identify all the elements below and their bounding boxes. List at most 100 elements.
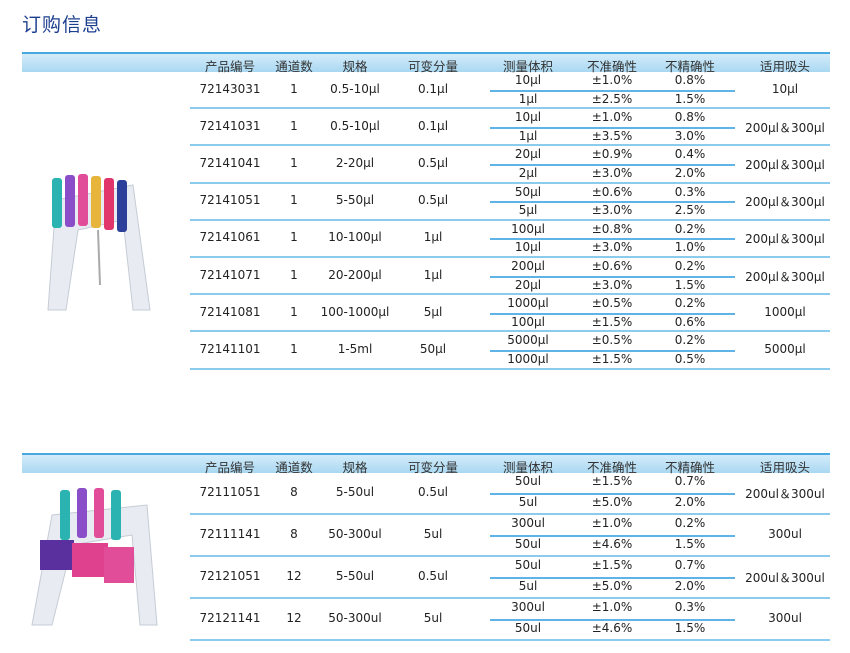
table-row: 72111141 8 50-300ul 5ul 300ul 50ul ±1.0% ±4.6% 0… [190,515,830,557]
precision: 1.0% [674,240,706,255]
volume-range: 5-50μl [335,193,375,208]
accuracy: ±1.0% [591,516,633,530]
measured-volume: 100μl [511,314,545,329]
increment: 50μl [419,341,447,356]
increment: 0.5ul [417,485,449,499]
product-code: 72121141 [199,611,261,625]
product-code: 72111051 [199,485,261,499]
volume-range: 0.5-10μl [330,118,380,133]
table-header: 产品编号 通道数 规格 可变分量 测量体积 不准确性 不精确性 适用吸头 [22,453,830,475]
column-header: 通道数 [275,59,313,74]
sub-row-divider [490,163,735,166]
compatible-tips: 200μl＆300μl [745,232,825,247]
increment: 1μl [423,230,443,245]
measured-volume: 10μl [514,73,542,87]
volume-range: 5-50ul [335,569,375,583]
column-header: 可变分量 [407,59,459,74]
page-title: 订购信息 [22,14,103,36]
column-header: 不准确性 [586,460,638,475]
increment: 5μl [423,304,443,319]
product-code: 72141071 [199,267,261,282]
accuracy: ±1.5% [591,314,633,329]
volume-range: 50-300ul [328,527,382,541]
volume-range: 20-200μl [328,267,382,282]
channel-count: 1 [290,81,298,96]
table-row: 72141051 1 5-50μl 0.5μl 50μl 5μl ±0.6% ±3.0% 0.3… [190,184,830,221]
product-code: 72111141 [199,527,261,541]
table-row: 72141041 1 2-20μl 0.5μl 20μl 2μl ±0.9% ±3.0% 0.4… [190,146,830,184]
compatible-tips: 200μl＆300μl [745,269,825,284]
column-header: 适用吸头 [759,59,811,74]
table-row: 72141061 1 10-100μl 1μl 100μl 10μl ±0.8% ±3.0% 0… [190,221,830,258]
table-row: 72143031 1 0.5-10μl 0.1μl 10μl 1μl ±1.0% ±2.5% 0… [190,72,830,110]
accuracy: ±4.6% [591,621,633,635]
measured-volume: 20μl [514,277,542,292]
accuracy: ±1.0% [591,600,633,614]
precision: 2.5% [674,203,706,218]
volume-range: 5-50ul [335,485,375,499]
precision: 0.2% [674,333,706,348]
accuracy: ±0.5% [591,333,633,348]
measured-volume: 5000μl [507,333,549,348]
accuracy: ±4.6% [591,537,633,551]
precision: 0.5% [674,351,706,366]
measured-volume: 1000μl [507,351,549,366]
precision: 3.0% [674,128,706,143]
single-channel-table: 产品编号 通道数 规格 可变分量 测量体积 不准确性 不精确性 适用吸头 72143031 1 0.… [22,52,830,370]
product-code: 72141061 [199,230,261,245]
measured-volume: 300ul [511,516,545,530]
accuracy: ±5.0% [591,579,633,593]
increment: 5ul [423,611,443,625]
product-code: 72141081 [199,304,261,319]
column-header: 不准确性 [586,59,638,74]
measured-volume: 5ul [518,579,538,593]
channel-count: 1 [290,304,298,319]
measured-volume: 200μl [511,259,545,273]
compatible-tips: 10μl [771,81,799,96]
precision: 2.0% [674,579,706,593]
sub-row-divider [490,238,735,241]
multi-channel-pipette-stand-image [31,488,158,626]
accuracy: ±1.5% [591,351,633,366]
channel-count: 8 [290,485,298,499]
increment: 0.5ul [417,569,449,583]
accuracy: ±1.0% [591,110,633,125]
channel-count: 1 [290,193,298,208]
measured-volume: 5μl [518,203,538,218]
accuracy: ±1.5% [591,474,633,488]
increment: 1μl [423,267,443,282]
column-header: 产品编号 [204,460,256,475]
multi-channel-table: 产品编号 通道数 规格 可变分量 测量体积 不准确性 不精确性 适用吸头 72111051 8 5-… [22,453,830,643]
accuracy: ±5.0% [591,495,633,509]
measured-volume: 50ul [514,621,542,635]
accuracy: ±1.0% [591,73,633,87]
product-code: 72141051 [199,193,261,208]
table-row: 72141031 1 0.5-10μl 0.1μl 10μl 1μl ±1.0% ±3.5% 0… [190,109,830,147]
single-channel-pipette-stand-image [47,174,151,311]
compatible-tips: 200ul＆300ul [745,571,825,585]
measured-volume: 10μl [514,110,542,125]
table-header: 产品编号 通道数 规格 可变分量 测量体积 不准确性 不精确性 适用吸头 [22,52,830,74]
accuracy: ±3.0% [591,240,633,255]
column-header: 适用吸头 [759,460,811,475]
measured-volume: 1000μl [507,296,549,311]
sub-row-divider [490,493,735,495]
increment: 0.1μl [417,118,449,133]
accuracy: ±0.9% [591,147,633,162]
sub-row-divider [490,126,735,129]
channel-count: 1 [290,230,298,245]
table-row: 72111051 8 5-50ul 0.5ul 50ul 5ul ±1.5% ±5.0% 0.7… [190,473,830,515]
precision: 0.3% [674,184,706,199]
compatible-tips: 300ul [768,527,802,541]
increment: 0.5μl [417,155,449,170]
increment: 5ul [423,527,443,541]
sub-row-divider [490,275,735,278]
accuracy: ±2.5% [591,91,633,106]
table-row: 72141071 1 20-200μl 1μl 200μl 20μl ±0.6% ±3.0% 0… [190,258,830,296]
measured-volume: 1μl [518,128,538,143]
accuracy: ±0.6% [591,259,633,273]
precision: 1.5% [674,277,706,292]
column-header: 不精确性 [664,59,716,74]
sub-row-divider [490,312,735,315]
measured-volume: 100μl [511,221,545,236]
